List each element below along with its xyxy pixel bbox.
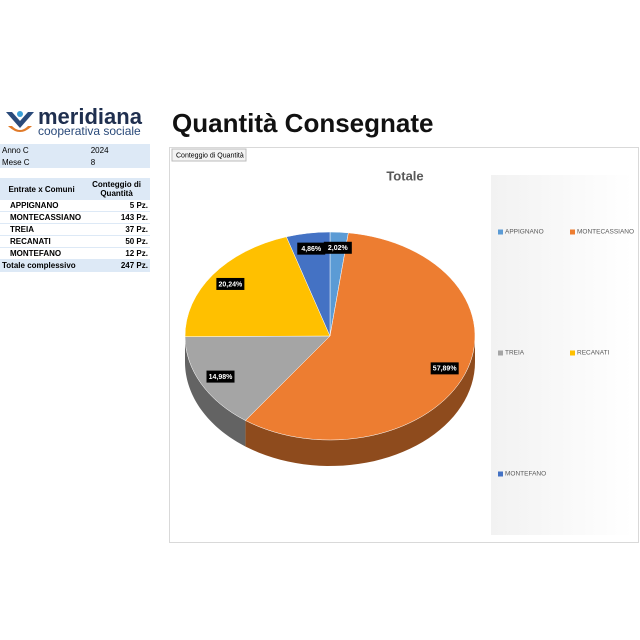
chart: Conteggio di Quantità Totale 2,02% 57,89%… — [169, 147, 639, 543]
pivot-table: Entrate x Comuni Conteggio di Quantità AP… — [0, 178, 150, 272]
filter-value[interactable]: 2024 — [90, 145, 109, 155]
logo-tagline: cooperativa sociale — [38, 124, 141, 138]
cell: 143 Pz. — [83, 211, 150, 224]
label-box — [297, 242, 326, 255]
data-label: 2,02% — [328, 245, 349, 252]
header: Entrate x Comuni — [0, 178, 84, 200]
legend-swatch — [570, 229, 575, 235]
total-label: Totale complessivo — [0, 259, 84, 272]
filter-label: Anno C — [2, 145, 29, 155]
label-box — [323, 241, 352, 254]
data-label: 57,89% — [433, 366, 458, 373]
label-box — [206, 370, 235, 383]
logo-icon — [6, 111, 34, 132]
chart-title: Totale — [386, 168, 423, 183]
legend-label: RECANATI — [577, 350, 610, 357]
legend-label: MONTEFANO — [505, 471, 546, 478]
cell: 50 Pz. — [83, 235, 150, 248]
cell: 5 Pz. — [83, 200, 150, 212]
slice — [244, 232, 476, 441]
slice-side — [245, 336, 475, 466]
field-button[interactable] — [171, 148, 247, 162]
label-box — [216, 277, 245, 290]
legend-swatch — [498, 229, 503, 235]
slice — [184, 335, 331, 421]
field-button-label[interactable]: Conteggio di Quantità — [176, 152, 244, 159]
slice — [184, 236, 331, 337]
legend-area — [491, 175, 633, 535]
data-label: 20,24% — [218, 281, 243, 288]
cell: 37 Pz. — [83, 223, 150, 236]
legend-label: MONTECASSIANO — [577, 229, 634, 236]
page-title: Quantità Consegnate — [172, 108, 434, 138]
legend-swatch — [570, 350, 575, 356]
logo-name: meridiana — [38, 104, 142, 129]
cell: 12 Pz. — [83, 247, 150, 260]
slice — [286, 231, 331, 337]
total-value: 247 Pz. — [83, 259, 150, 272]
cell: APPIGNANO — [0, 200, 84, 212]
header: Conteggio di Quantità — [83, 178, 150, 200]
label-box — [430, 362, 459, 375]
filter-label: Mese C — [2, 157, 30, 167]
legend-label: TREIA — [505, 350, 525, 357]
filter-value[interactable]: 8 — [90, 157, 96, 167]
data-label: 4,86% — [301, 246, 322, 253]
legend-swatch — [498, 350, 503, 356]
slice-side — [185, 336, 246, 447]
legend-swatch — [498, 471, 503, 477]
data-label: 14,98% — [209, 374, 234, 381]
cell: MONTEFANO — [0, 247, 84, 260]
filters: Anno C 2024 Mese C 8 — [0, 144, 150, 168]
cell: MONTECASSIANO — [0, 211, 84, 224]
cell: TREIA — [0, 223, 84, 236]
legend-label: APPIGNANO — [505, 229, 544, 236]
cell: RECANATI — [0, 235, 84, 248]
